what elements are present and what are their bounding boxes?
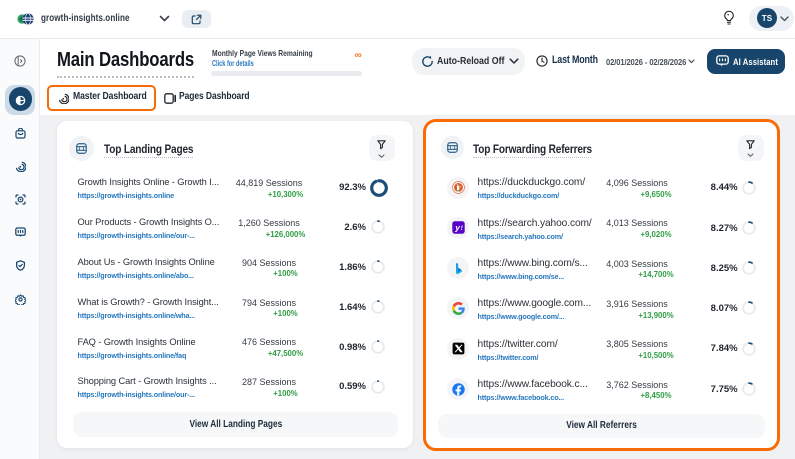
- svg-text:y: y: [454, 223, 460, 233]
- svg-text:!: !: [460, 225, 463, 232]
